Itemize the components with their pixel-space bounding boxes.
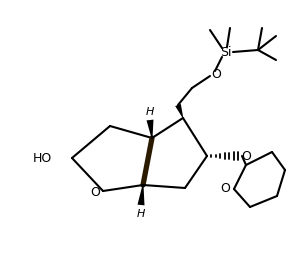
Text: H: H bbox=[146, 107, 154, 117]
Text: Si: Si bbox=[220, 45, 232, 59]
Text: O: O bbox=[211, 68, 221, 81]
Polygon shape bbox=[147, 120, 154, 138]
Text: O: O bbox=[90, 186, 100, 200]
Text: H: H bbox=[137, 209, 145, 219]
Text: HO: HO bbox=[33, 152, 52, 164]
Text: O: O bbox=[220, 181, 230, 194]
Text: O: O bbox=[241, 149, 251, 163]
Polygon shape bbox=[137, 185, 144, 205]
Polygon shape bbox=[175, 104, 183, 118]
